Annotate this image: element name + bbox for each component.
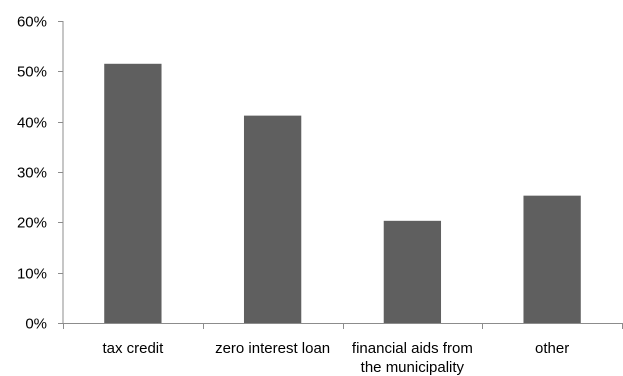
bar (383, 220, 442, 323)
y-axis: 0% 10% 20% 30% 40% 50% 60% (17, 14, 64, 333)
x-tick-label: zero interest loan (215, 340, 330, 357)
x-axis (63, 323, 623, 329)
bars (104, 63, 581, 324)
y-tick-label: 20% (17, 215, 47, 232)
category-labels: tax credit zero interest loan financial ai… (102, 340, 569, 376)
y-tick-label: 0% (25, 316, 47, 333)
bar (243, 115, 302, 323)
y-tick-label: 10% (17, 266, 47, 283)
y-tick-label: 60% (17, 14, 47, 31)
bar (523, 195, 581, 323)
bar (104, 63, 162, 324)
y-tick-label: 40% (17, 115, 47, 132)
x-tick-label: tax credit (102, 340, 164, 357)
x-tick-label: other (535, 340, 569, 357)
x-tick-label: financial aids from the municipality (352, 340, 473, 376)
y-tick-label: 50% (17, 64, 47, 81)
y-tick-label: 30% (17, 165, 47, 182)
